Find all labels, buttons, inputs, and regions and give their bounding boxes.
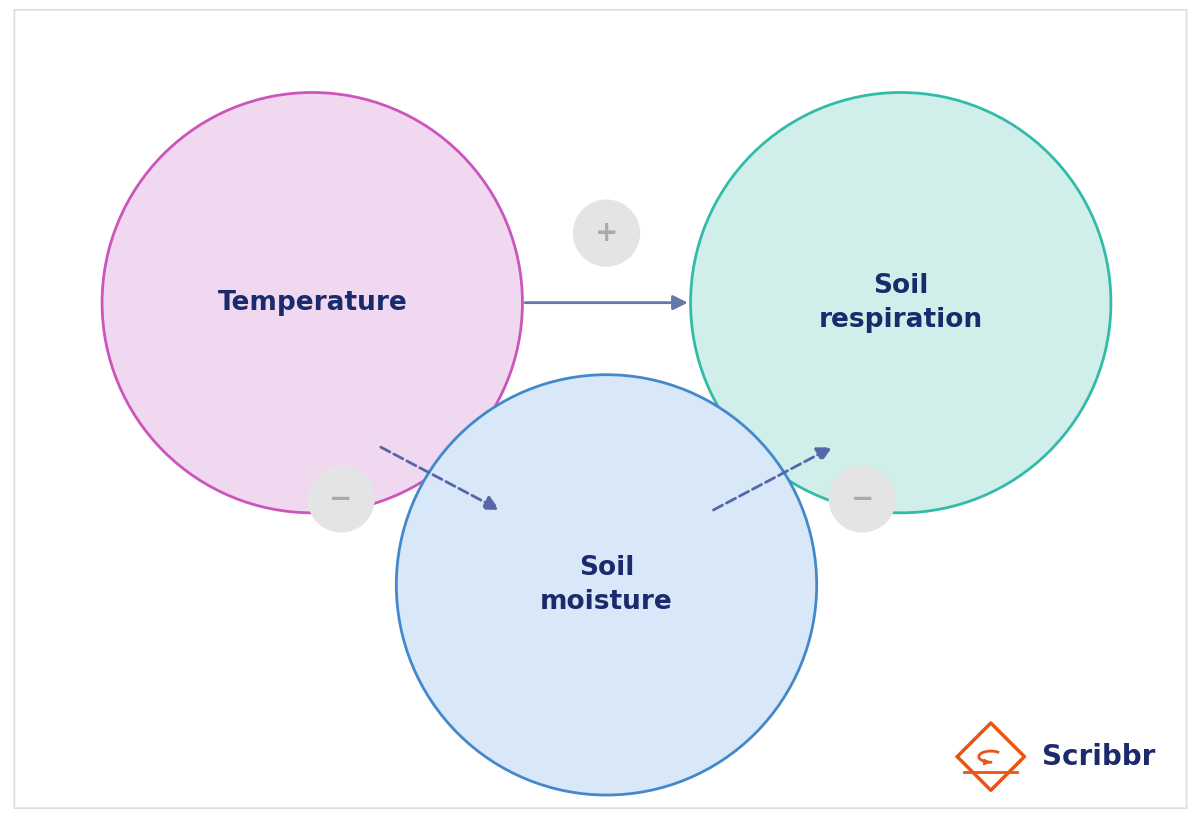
Ellipse shape [691, 92, 1111, 513]
Text: Scribbr: Scribbr [1042, 743, 1155, 771]
Text: −: − [329, 485, 353, 513]
Text: Soil
respiration: Soil respiration [819, 272, 982, 333]
Text: Soil
moisture: Soil moisture [540, 555, 673, 615]
Ellipse shape [307, 465, 375, 533]
Ellipse shape [102, 92, 522, 513]
Text: −: − [850, 485, 874, 513]
Ellipse shape [396, 375, 817, 795]
FancyBboxPatch shape [14, 10, 1187, 808]
Text: Temperature: Temperature [217, 290, 407, 316]
Ellipse shape [573, 200, 640, 267]
Text: +: + [594, 219, 619, 247]
Ellipse shape [829, 465, 896, 533]
